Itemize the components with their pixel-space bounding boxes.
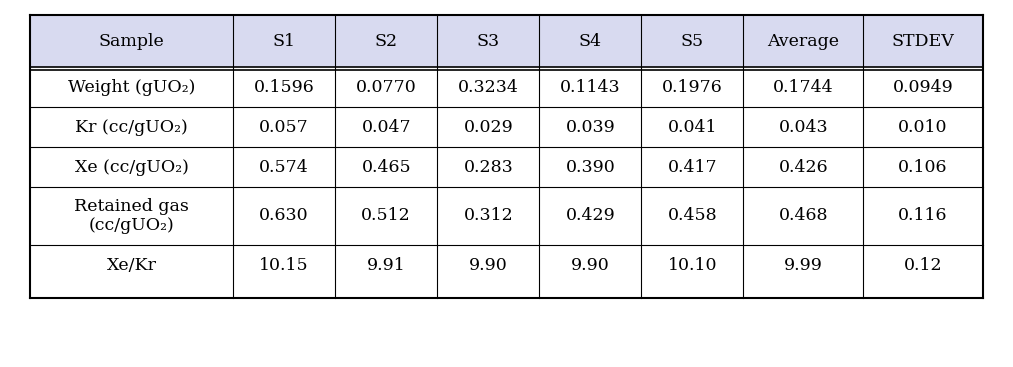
Text: S1: S1	[272, 33, 296, 50]
Bar	[744, 67, 863, 107]
Text: 0.3234: 0.3234	[458, 79, 519, 95]
Bar	[744, 187, 863, 245]
Text: 0.1143: 0.1143	[560, 79, 621, 95]
Text: S5: S5	[681, 33, 704, 50]
Text: Retained gas
(cc/gUO₂): Retained gas (cc/gUO₂)	[74, 198, 189, 234]
Text: 0.116: 0.116	[899, 207, 948, 225]
Bar	[641, 187, 744, 245]
Text: 10.15: 10.15	[259, 257, 309, 273]
Bar	[233, 187, 335, 245]
Text: 0.106: 0.106	[899, 159, 948, 175]
Bar	[438, 67, 539, 107]
Bar	[539, 147, 641, 187]
Bar	[641, 107, 744, 147]
Text: 0.283: 0.283	[463, 159, 514, 175]
Text: 0.12: 0.12	[904, 257, 942, 273]
Bar	[744, 147, 863, 187]
Bar	[438, 15, 539, 67]
Text: 0.426: 0.426	[779, 159, 829, 175]
Bar	[539, 67, 641, 107]
Text: 0.468: 0.468	[779, 207, 828, 225]
Text: 0.029: 0.029	[463, 119, 514, 135]
Text: 0.417: 0.417	[668, 159, 717, 175]
Text: 0.0949: 0.0949	[892, 79, 953, 95]
Bar	[233, 107, 335, 147]
Bar	[863, 245, 983, 285]
Text: 9.90: 9.90	[571, 257, 610, 273]
Bar	[539, 15, 641, 67]
Text: Weight (gUO₂): Weight (gUO₂)	[68, 79, 196, 95]
Text: 0.0770: 0.0770	[356, 79, 416, 95]
Text: 0.057: 0.057	[259, 119, 309, 135]
Text: 0.465: 0.465	[362, 159, 411, 175]
Bar	[233, 147, 335, 187]
Text: Xe/Kr: Xe/Kr	[106, 257, 157, 273]
Text: 0.043: 0.043	[779, 119, 829, 135]
Text: 9.90: 9.90	[469, 257, 508, 273]
Bar	[335, 245, 438, 285]
Bar	[335, 15, 438, 67]
Text: 0.390: 0.390	[565, 159, 615, 175]
Text: 0.574: 0.574	[259, 159, 309, 175]
Text: S3: S3	[477, 33, 499, 50]
Bar	[863, 187, 983, 245]
Text: STDEV: STDEV	[891, 33, 954, 50]
Bar	[863, 15, 983, 67]
Text: Average: Average	[767, 33, 840, 50]
Text: Sample: Sample	[98, 33, 164, 50]
Bar	[233, 67, 335, 107]
Bar	[335, 147, 438, 187]
Bar	[744, 245, 863, 285]
Bar	[30, 187, 233, 245]
Text: 0.1976: 0.1976	[663, 79, 723, 95]
Bar	[539, 107, 641, 147]
Bar	[335, 67, 438, 107]
Bar	[744, 15, 863, 67]
Bar	[30, 245, 233, 285]
Bar	[438, 147, 539, 187]
Bar	[641, 67, 744, 107]
Text: S2: S2	[375, 33, 398, 50]
Bar	[641, 245, 744, 285]
Text: 9.99: 9.99	[784, 257, 823, 273]
Text: 0.312: 0.312	[463, 207, 514, 225]
Bar	[233, 15, 335, 67]
Bar	[233, 245, 335, 285]
Bar	[539, 245, 641, 285]
Text: 0.458: 0.458	[668, 207, 717, 225]
Text: 9.91: 9.91	[367, 257, 405, 273]
Text: 0.010: 0.010	[899, 119, 948, 135]
Text: Xe (cc/gUO₂): Xe (cc/gUO₂)	[75, 159, 188, 175]
Bar	[30, 107, 233, 147]
Text: 0.1744: 0.1744	[773, 79, 834, 95]
Bar	[641, 147, 744, 187]
Bar	[863, 107, 983, 147]
Text: Kr (cc/gUO₂): Kr (cc/gUO₂)	[75, 119, 188, 135]
Bar	[335, 107, 438, 147]
Bar	[744, 107, 863, 147]
Bar	[30, 147, 233, 187]
Text: 0.039: 0.039	[565, 119, 615, 135]
Bar	[863, 67, 983, 107]
Text: 0.429: 0.429	[565, 207, 615, 225]
Text: 10.10: 10.10	[668, 257, 717, 273]
Bar	[438, 245, 539, 285]
Bar	[641, 15, 744, 67]
Bar	[539, 187, 641, 245]
Text: 0.041: 0.041	[668, 119, 717, 135]
Bar	[863, 147, 983, 187]
Text: 0.630: 0.630	[259, 207, 309, 225]
Bar	[335, 187, 438, 245]
Text: S4: S4	[578, 33, 602, 50]
Bar	[438, 187, 539, 245]
Text: 0.1596: 0.1596	[254, 79, 314, 95]
Bar	[438, 107, 539, 147]
Bar	[30, 67, 233, 107]
Bar	[30, 15, 233, 67]
Text: 0.047: 0.047	[362, 119, 411, 135]
Text: 0.512: 0.512	[362, 207, 411, 225]
